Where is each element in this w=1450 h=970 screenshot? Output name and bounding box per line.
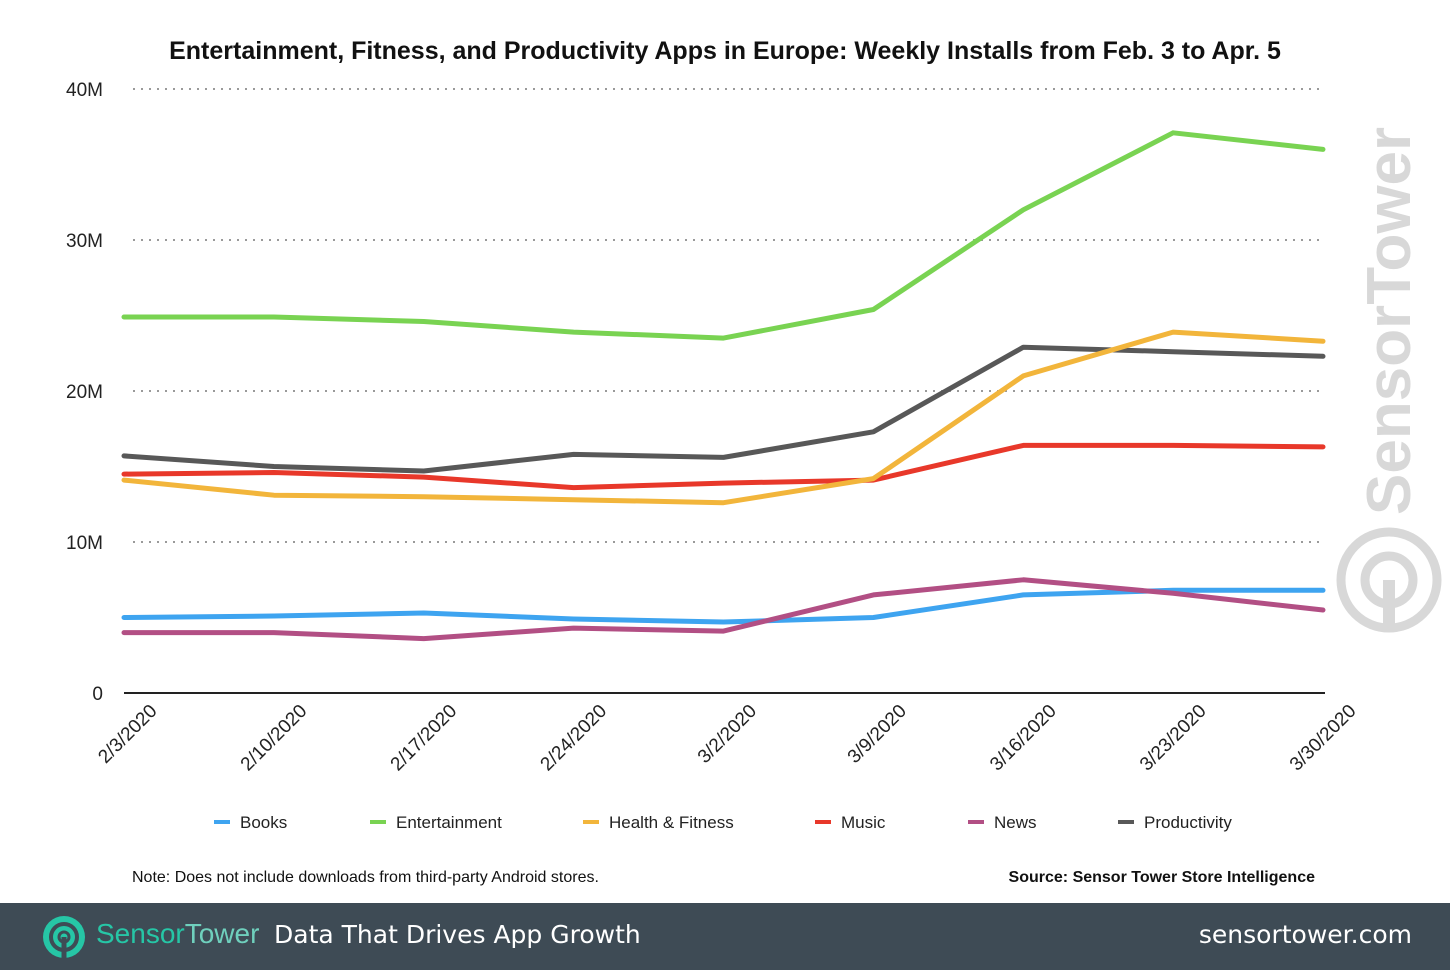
footer-brand-part1: Sensor <box>96 918 185 949</box>
legend-item-books: Books <box>214 813 287 832</box>
chart-title: Entertainment, Fitness, and Productivity… <box>169 37 1281 65</box>
footer-bar: SensorTower Data That Drives App Growth … <box>0 903 1450 970</box>
x-tick-label: 3/23/2020 <box>1136 701 1211 776</box>
footer-brand-part2: Tower <box>184 918 260 949</box>
legend-label: Productivity <box>1144 813 1232 832</box>
series-line-books <box>121 587 1326 625</box>
legend-label: Health & Fitness <box>609 813 734 832</box>
x-tick-label: 2/10/2020 <box>237 701 312 776</box>
footer-tagline: Data That Drives App Growth <box>274 920 641 949</box>
x-tick-label: 2/17/2020 <box>387 701 462 776</box>
x-tick-label: 3/30/2020 <box>1286 701 1361 776</box>
y-tick-label: 20M <box>66 382 103 403</box>
x-axis-ticks: 2/3/2020 2/10/2020 2/17/2020 2/24/2020 3/2/2… <box>94 701 1360 776</box>
legend: Books Entertainment Health & Fitness Music N… <box>214 813 1232 832</box>
footnote: Note: Does not include downloads from th… <box>132 869 599 886</box>
series-line-music <box>121 442 1326 491</box>
series-line-health-fitness <box>121 329 1326 506</box>
watermark-logo-stem-icon <box>1383 580 1395 632</box>
x-tick-label: 2/24/2020 <box>537 701 612 776</box>
legend-item-news: News <box>968 813 1037 832</box>
series-line-entertainment <box>121 130 1326 341</box>
footer-brand: SensorTower <box>96 918 259 950</box>
legend-item-music: Music <box>815 813 886 832</box>
series-line-productivity <box>121 344 1326 474</box>
source-credit: Source: Sensor Tower Store Intelligence <box>1009 869 1316 886</box>
legend-label: News <box>994 813 1037 832</box>
x-tick-label: 3/9/2020 <box>844 701 911 768</box>
sensortower-logo-icon <box>43 916 85 959</box>
legend-item-health-fitness: Health & Fitness <box>583 813 734 832</box>
legend-label: Entertainment <box>396 813 502 832</box>
chart: Entertainment, Fitness, and Productivity… <box>66 37 1442 886</box>
x-tick-label: 2/3/2020 <box>94 701 161 768</box>
y-axis-ticks: 0 10M 20M 30M 40M <box>66 80 103 705</box>
x-tick-label: 3/16/2020 <box>986 701 1061 776</box>
series-line-news <box>121 577 1326 642</box>
legend-item-productivity: Productivity <box>1118 813 1232 832</box>
x-tick-label: 3/2/2020 <box>694 701 761 768</box>
legend-label: Books <box>240 813 287 832</box>
watermark: SensorTower <box>1336 127 1442 633</box>
watermark-text: SensorTower <box>1355 127 1424 515</box>
y-tick-label: 0 <box>92 684 103 705</box>
legend-item-entertainment: Entertainment <box>370 813 502 832</box>
series-lines <box>121 130 1326 642</box>
legend-label: Music <box>841 813 886 832</box>
y-tick-label: 40M <box>66 80 103 101</box>
footer-url[interactable]: sensortower.com <box>1198 920 1412 949</box>
y-tick-label: 30M <box>66 231 103 252</box>
y-tick-label: 10M <box>66 533 103 554</box>
